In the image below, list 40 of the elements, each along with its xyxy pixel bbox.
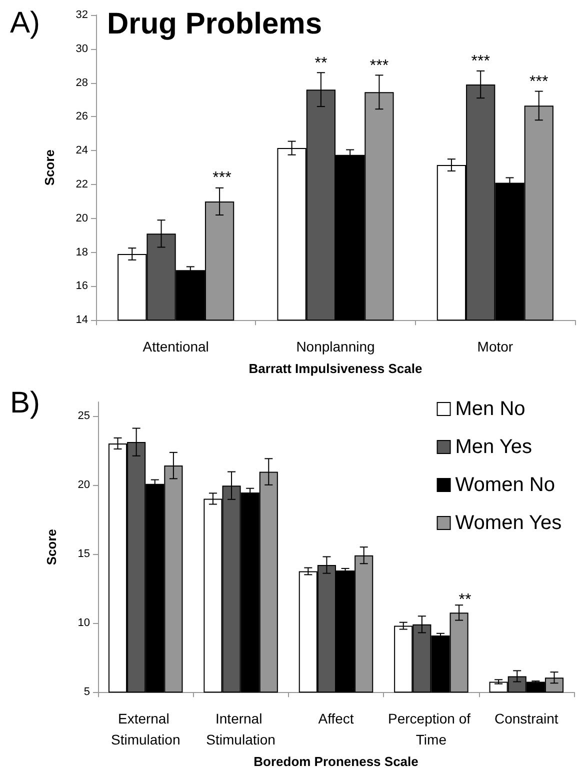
y-tick-label: 5 — [84, 686, 90, 698]
annotation: ** — [458, 592, 472, 608]
annotation: *** — [212, 170, 232, 186]
annotation: *** — [370, 57, 389, 74]
x-tick-label: Affect — [318, 710, 354, 727]
chart-title: Drug Problems — [107, 8, 322, 40]
x-axis-title: Boredom Proneness Scale — [254, 754, 418, 769]
x-tick-label: External Stimulation — [110, 710, 180, 748]
y-tick-label: 14 — [76, 314, 88, 326]
x-tick-label: Constraint — [494, 710, 558, 727]
y-axis-title: Score — [42, 149, 57, 186]
y-axis-title: Score — [44, 528, 59, 566]
y-tick-label: 20 — [78, 478, 90, 491]
y-tick-label: 15 — [78, 548, 90, 560]
annotation: *** — [530, 74, 548, 91]
y-tick-label: 24 — [76, 144, 88, 157]
legend-label: Women Yes — [455, 512, 562, 534]
text: B) — [10, 386, 40, 420]
y-tick-label: 16 — [76, 280, 88, 292]
x-tick-label: Perception of Time — [388, 710, 474, 748]
y-tick-label: 10 — [78, 617, 90, 630]
y-tick-label: 22 — [76, 178, 88, 190]
y-tick-label: 20 — [76, 212, 88, 224]
y-tick-label: 18 — [76, 246, 88, 258]
x-tick-label: Motor — [477, 338, 514, 355]
legend-label: Men No — [455, 398, 526, 420]
text: A) — [10, 6, 40, 40]
y-tick-label: 32 — [76, 9, 88, 21]
y-tick-label: 28 — [76, 76, 88, 89]
y-tick-label: 30 — [76, 42, 88, 55]
x-tick-label: Nonplanning — [296, 338, 375, 355]
annotation: *** — [471, 53, 490, 70]
y-tick-label: 25 — [78, 410, 90, 422]
annotation: ** — [314, 54, 328, 72]
x-tick-label: Attentional — [142, 338, 209, 355]
legend-label: Men Yes — [455, 436, 532, 458]
legend-label: Women No — [455, 474, 555, 496]
x-tick-label: Internal Stimulation — [206, 710, 276, 748]
y-tick-label: 26 — [76, 110, 88, 123]
x-axis-title: Barratt Impulsiveness Scale — [248, 361, 422, 376]
